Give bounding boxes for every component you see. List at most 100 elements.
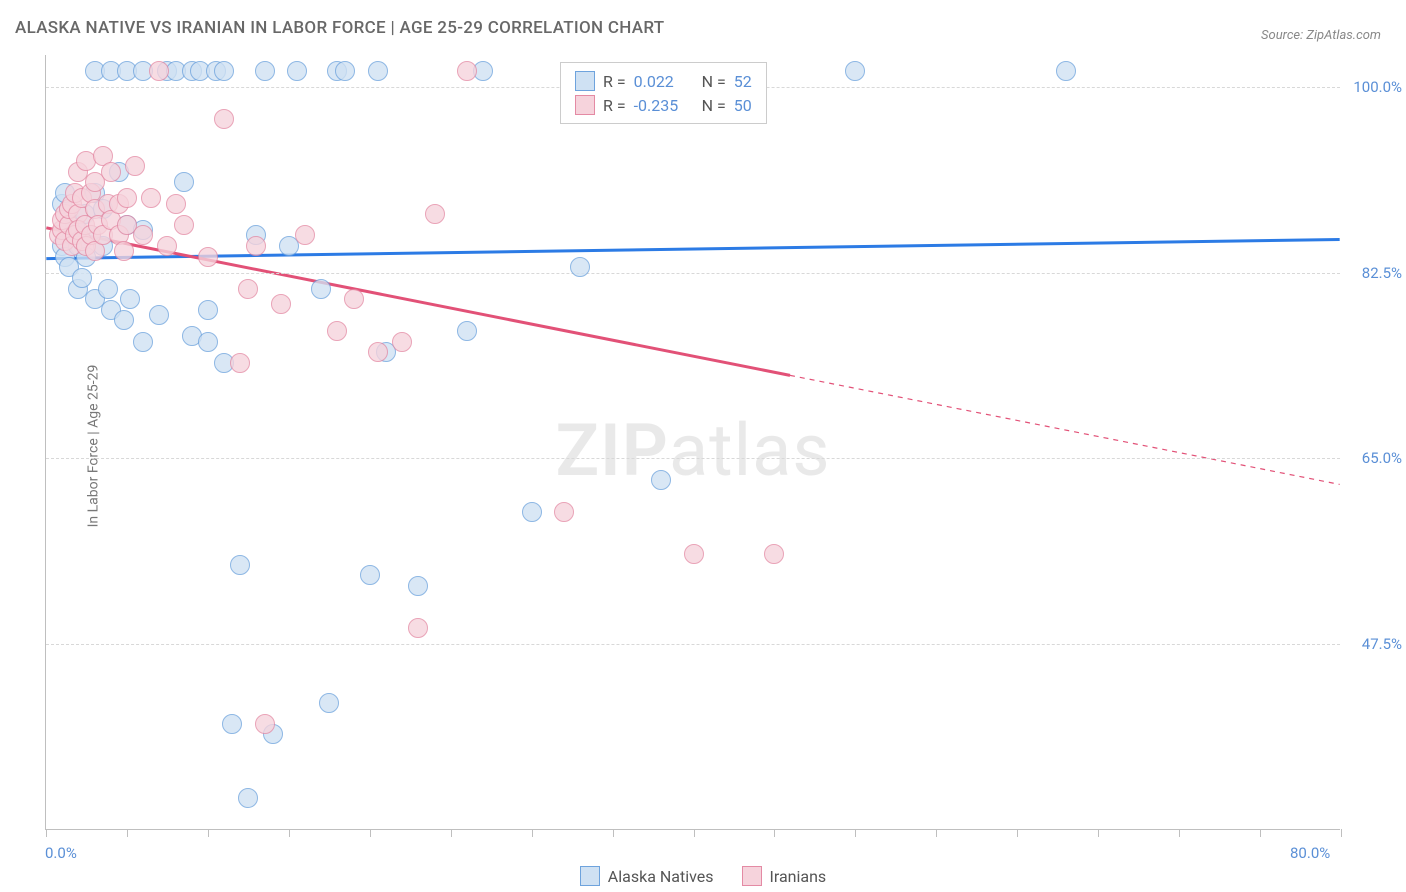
data-point-alaska <box>335 61 355 81</box>
data-point-iranian <box>214 109 234 129</box>
x-tick <box>774 829 775 837</box>
legend-item-label: Iranians <box>770 867 827 886</box>
x-tick <box>694 829 695 837</box>
data-point-iranian <box>764 544 784 564</box>
legend-item-iranian: Iranians <box>742 866 827 886</box>
legend-n-value: 50 <box>734 96 752 115</box>
data-point-iranian <box>368 342 388 362</box>
data-point-iranian <box>554 502 574 522</box>
trend-line-alaska <box>46 239 1339 258</box>
legend-n-value: 52 <box>734 72 752 91</box>
data-point-iranian <box>238 279 258 299</box>
data-point-alaska <box>651 470 671 490</box>
legend-item-label: Alaska Natives <box>608 867 714 886</box>
data-point-alaska <box>114 310 134 330</box>
y-tick-label: 100.0% <box>1353 78 1402 96</box>
data-point-alaska <box>198 332 218 352</box>
x-tick-label: 80.0% <box>1290 844 1330 862</box>
data-point-iranian <box>149 61 169 81</box>
watermark: ZIPatlas <box>555 408 830 493</box>
data-point-iranian <box>255 714 275 734</box>
data-point-iranian <box>684 544 704 564</box>
data-point-iranian <box>327 321 347 341</box>
x-tick <box>1260 829 1261 837</box>
grid-line <box>46 273 1340 274</box>
data-point-iranian <box>141 188 161 208</box>
data-point-iranian <box>344 289 364 309</box>
x-tick <box>613 829 614 837</box>
legend-swatch-alaska <box>575 71 595 91</box>
x-tick <box>1179 829 1180 837</box>
legend-r-value: -0.235 <box>634 96 694 115</box>
legend-swatch-iranian <box>575 95 595 115</box>
data-point-alaska <box>149 305 169 325</box>
legend-correlation: R =0.022N =52R =-0.235N =50 <box>560 62 767 124</box>
plot-area: ZIPatlas 100.0%82.5%65.0%47.5% <box>45 55 1340 830</box>
trend-line-iranian-extrapolated <box>790 375 1340 484</box>
data-point-alaska <box>360 565 380 585</box>
data-point-alaska <box>214 61 234 81</box>
data-point-alaska <box>198 300 218 320</box>
data-point-iranian <box>271 294 291 314</box>
data-point-alaska <box>287 61 307 81</box>
data-point-iranian <box>101 162 121 182</box>
data-point-alaska <box>1056 61 1076 81</box>
legend-r-value: 0.022 <box>634 72 694 91</box>
data-point-alaska <box>319 693 339 713</box>
x-tick <box>532 829 533 837</box>
data-point-iranian <box>425 204 445 224</box>
data-point-alaska <box>311 279 331 299</box>
data-point-alaska <box>368 61 388 81</box>
y-tick-label: 65.0% <box>1362 449 1402 467</box>
x-tick <box>451 829 452 837</box>
legend-correlation-row-alaska: R = 0.022 N = 52 <box>575 69 752 93</box>
chart-title: ALASKA NATIVE VS IRANIAN IN LABOR FORCE … <box>15 18 664 38</box>
x-tick <box>855 829 856 837</box>
data-point-alaska <box>230 555 250 575</box>
data-point-iranian <box>457 61 477 81</box>
legend-swatch-iranian <box>742 866 762 886</box>
data-point-alaska <box>238 788 258 808</box>
data-point-alaska <box>457 321 477 341</box>
data-point-alaska <box>133 332 153 352</box>
legend-r-label: R = <box>603 72 626 91</box>
x-tick <box>208 829 209 837</box>
legend-item-alaska: Alaska Natives <box>580 866 714 886</box>
data-point-iranian <box>198 247 218 267</box>
x-tick <box>127 829 128 837</box>
x-tick <box>289 829 290 837</box>
y-tick-label: 47.5% <box>1362 635 1402 653</box>
data-point-iranian <box>408 618 428 638</box>
data-point-iranian <box>174 215 194 235</box>
legend-r-label: R = <box>603 96 626 115</box>
data-point-alaska <box>845 61 865 81</box>
x-tick <box>1098 829 1099 837</box>
data-point-iranian <box>114 241 134 261</box>
legend-swatch-alaska <box>580 866 600 886</box>
x-tick <box>1017 829 1018 837</box>
x-tick <box>46 829 47 837</box>
x-tick <box>936 829 937 837</box>
data-point-iranian <box>295 225 315 245</box>
source-label: Source: ZipAtlas.com <box>1261 28 1381 43</box>
grid-line <box>46 644 1340 645</box>
x-tick <box>1341 829 1342 837</box>
legend-correlation-row-iranian: R =-0.235N =50 <box>575 93 752 117</box>
trend-lines <box>46 55 1340 829</box>
data-point-iranian <box>157 236 177 256</box>
y-tick-label: 82.5% <box>1362 264 1402 282</box>
grid-line <box>46 458 1340 459</box>
data-point-iranian <box>125 156 145 176</box>
data-point-iranian <box>230 353 250 373</box>
x-tick-label: 0.0% <box>45 844 77 862</box>
data-point-alaska <box>120 289 140 309</box>
data-point-alaska <box>222 714 242 734</box>
data-point-iranian <box>133 225 153 245</box>
data-point-alaska <box>522 502 542 522</box>
legend-series: Alaska Natives Iranians <box>0 866 1406 886</box>
legend-n-label: N = <box>702 72 726 91</box>
data-point-iranian <box>246 236 266 256</box>
data-point-alaska <box>72 268 92 288</box>
data-point-alaska <box>174 172 194 192</box>
data-point-alaska <box>570 257 590 277</box>
